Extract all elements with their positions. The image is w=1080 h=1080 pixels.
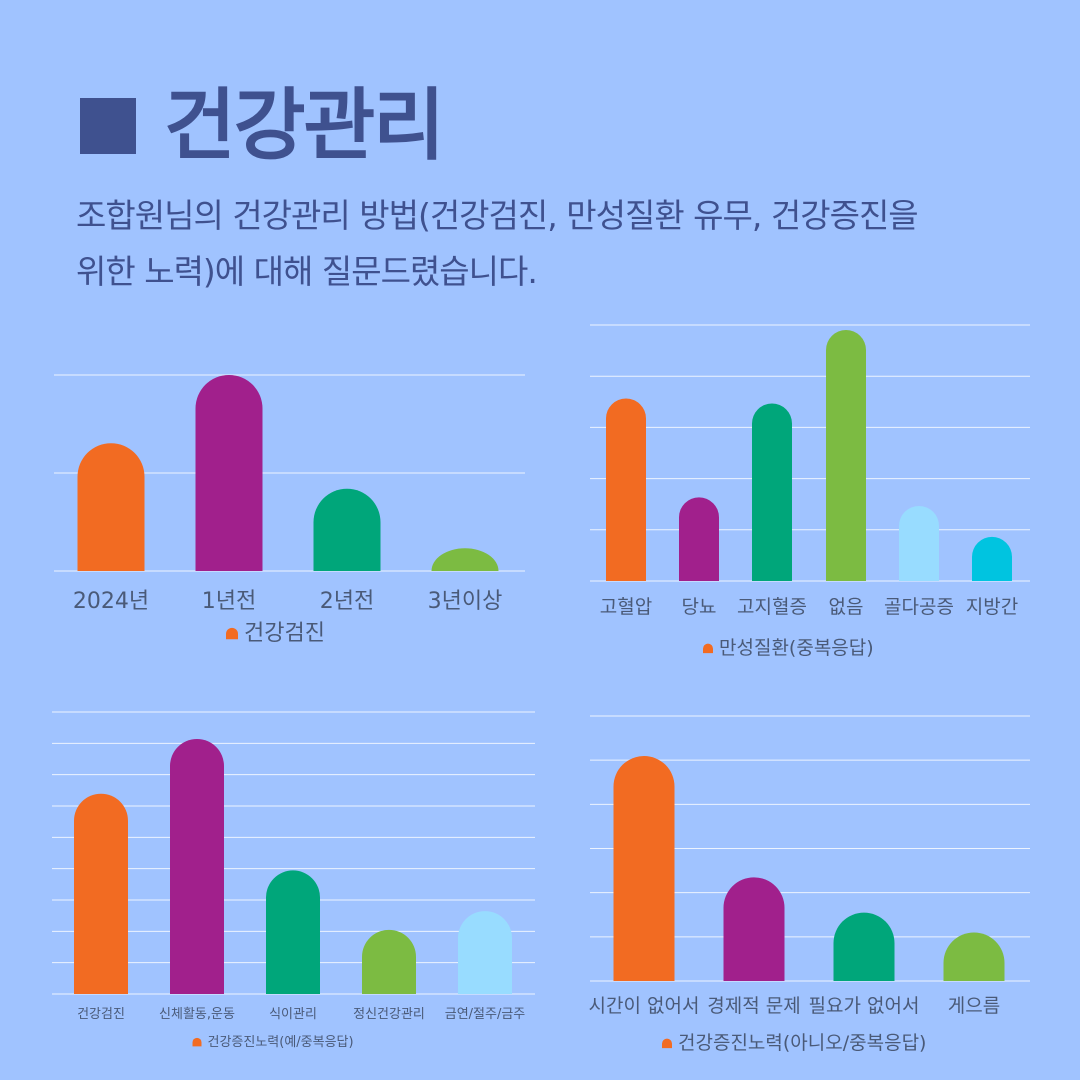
bar-1-2 <box>752 403 792 581</box>
bar-2-0 <box>74 793 128 994</box>
x-tick-label: 지방간 <box>966 596 1018 618</box>
title-square-icon <box>80 98 136 154</box>
chart-health-effort-yes: 건강검진 신체활동,운동 식이관리 정신건강관리 금연/절주/금주건강증진노력(예/중복… <box>52 711 535 1050</box>
x-tick-label: 골다공증 <box>884 596 954 618</box>
x-tick-label: 신체활동,운동 <box>159 1007 235 1022</box>
bar-2-3 <box>362 929 416 994</box>
x-tick-label: 게으름 <box>948 995 1000 1017</box>
x-tick-label: 금연/절주/금주 <box>445 1007 526 1022</box>
page-subtitle: 조합원님의 건강관리 방법(건강검진, 만성질환 유무, 건강증진을 위한 노력… <box>76 188 1036 300</box>
x-tick-label: 정신건강관리 <box>353 1007 425 1022</box>
x-tick-label: 2년전 <box>320 589 374 614</box>
x-tick-label: 식이관리 <box>269 1007 317 1022</box>
bar-3-2 <box>833 912 895 981</box>
legend-marker-icon <box>226 627 238 640</box>
bar-3-1 <box>723 877 785 981</box>
x-tick-label: 1년전 <box>202 589 256 614</box>
bar-2-1 <box>170 739 224 994</box>
legend-label: 건강검진 <box>244 621 325 646</box>
bar-1-4 <box>899 505 939 581</box>
legend-label: 건강증진노력(아니오/중복응답) <box>678 1032 926 1054</box>
page-title: 건강관리 <box>164 81 445 171</box>
x-tick-label: 필요가 없어서 <box>809 995 920 1017</box>
subtitle-line-2: 위한 노력)에 대해 질문드렸습니다. <box>76 252 538 291</box>
bar-3-0 <box>613 756 675 981</box>
x-tick-label: 3년이상 <box>428 589 503 614</box>
bar-0-3 <box>431 548 499 571</box>
subtitle-line-1: 조합원님의 건강관리 방법(건강검진, 만성질환 유무, 건강증진을 <box>76 196 919 235</box>
legend-marker-icon <box>662 1038 672 1049</box>
bar-0-1 <box>195 375 263 571</box>
bar-3-3 <box>943 932 1005 981</box>
x-tick-label: 건강검진 <box>77 1007 125 1022</box>
x-tick-label: 시간이 없어서 <box>589 995 700 1017</box>
x-tick-label: 2024년 <box>73 589 149 614</box>
legend-label: 만성질환(중복응답) <box>719 637 874 659</box>
bar-1-5 <box>972 536 1012 581</box>
bar-0-0 <box>77 443 145 571</box>
bar-1-3 <box>826 330 866 581</box>
x-tick-label: 고지혈증 <box>737 596 807 618</box>
legend-marker-icon <box>703 643 713 654</box>
x-tick-label: 당뇨 <box>682 596 717 618</box>
x-tick-label: 경제적 문제 <box>707 995 800 1017</box>
legend-marker-icon <box>192 1037 202 1047</box>
x-tick-label: 고혈압 <box>600 596 652 618</box>
bar-1-0 <box>606 398 646 581</box>
bar-2-4 <box>458 911 512 994</box>
bar-0-2 <box>313 488 381 571</box>
legend-label: 건강증진노력(예/중복응답) <box>208 1035 354 1050</box>
bar-1-1 <box>679 497 719 581</box>
bar-2-2 <box>266 870 320 994</box>
x-tick-label: 없음 <box>829 596 864 618</box>
